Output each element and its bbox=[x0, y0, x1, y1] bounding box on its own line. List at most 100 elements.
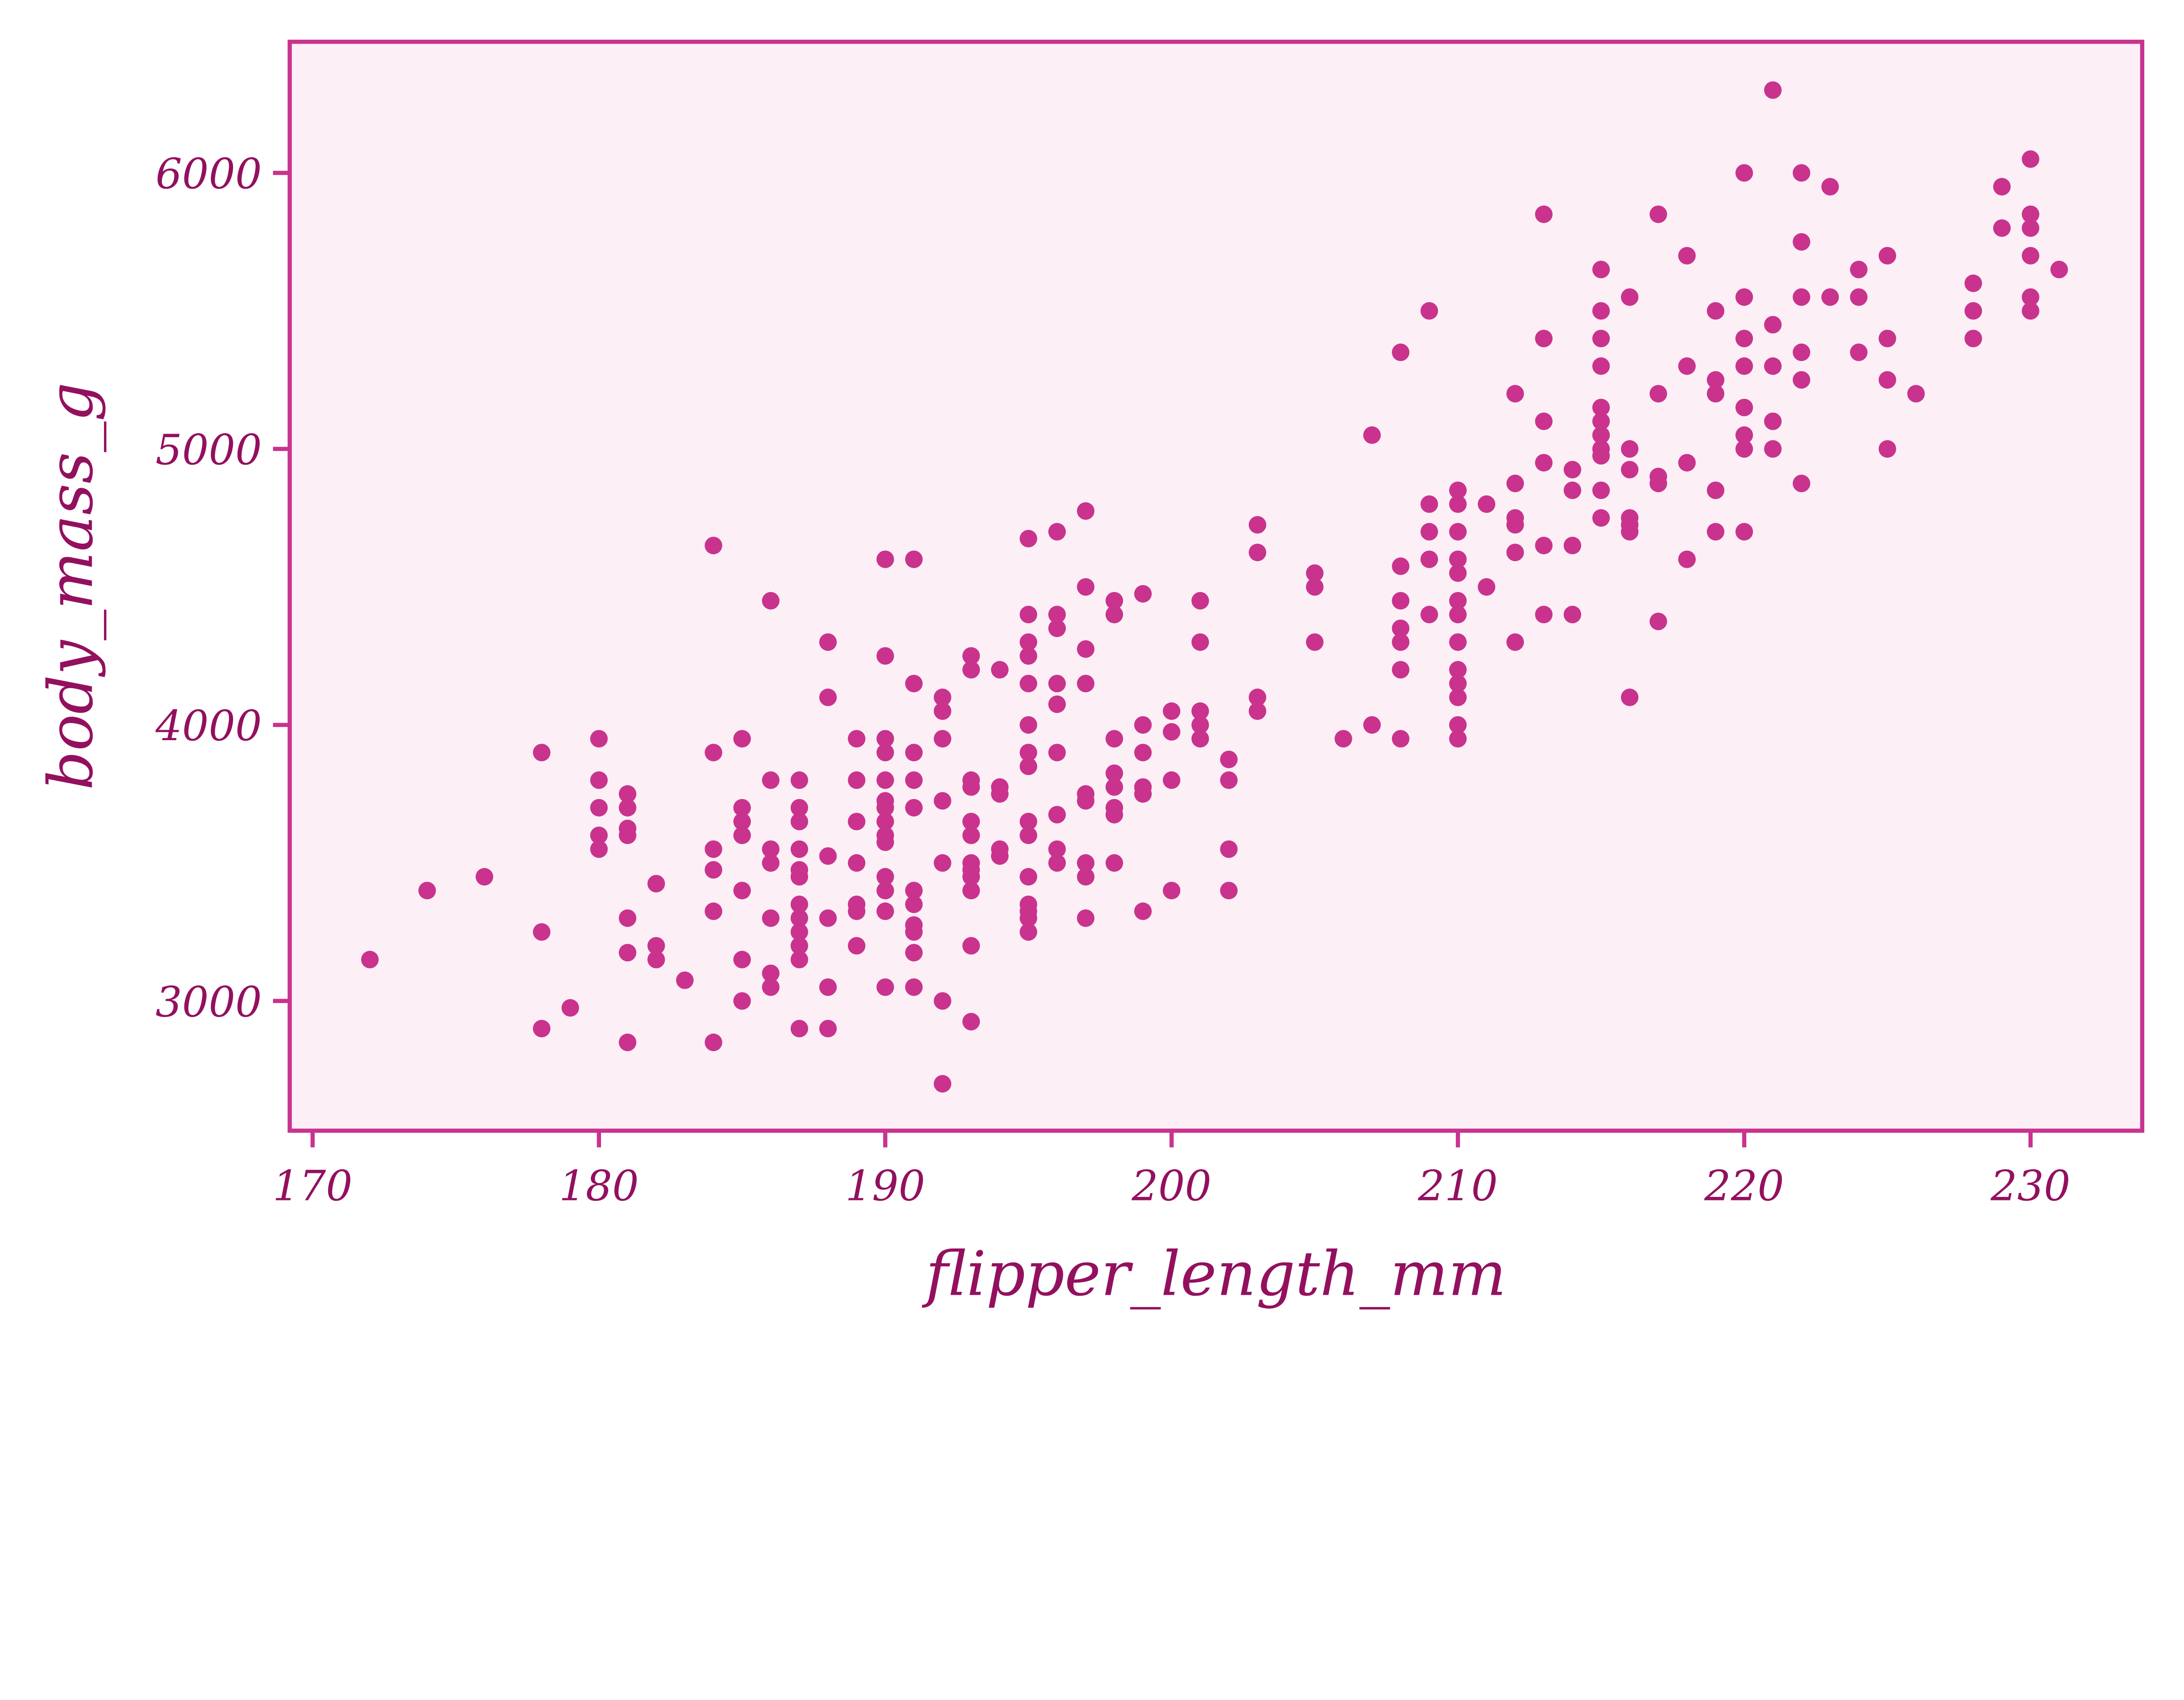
data-point bbox=[1106, 730, 1123, 748]
x-axis-label: flipper_length_mm bbox=[922, 1239, 1506, 1310]
data-point bbox=[762, 840, 780, 858]
data-point bbox=[1764, 440, 1782, 458]
data-point bbox=[1019, 826, 1037, 845]
data-point bbox=[1019, 813, 1037, 831]
data-point bbox=[1535, 537, 1553, 555]
y-axis-label: body_mass_g bbox=[35, 382, 107, 790]
data-point bbox=[1420, 550, 1438, 568]
data-point bbox=[1907, 385, 1925, 403]
data-point bbox=[705, 744, 722, 762]
data-point bbox=[533, 1020, 551, 1038]
data-point bbox=[1735, 523, 1753, 541]
data-point bbox=[790, 1020, 809, 1038]
data-point bbox=[1478, 495, 1496, 513]
data-point bbox=[1220, 771, 1238, 789]
data-point bbox=[1592, 330, 1610, 348]
data-point bbox=[1048, 606, 1066, 624]
data-point bbox=[1964, 302, 1982, 320]
data-point bbox=[819, 978, 837, 996]
data-point bbox=[1592, 399, 1610, 417]
data-point bbox=[1793, 164, 1811, 182]
data-point bbox=[1764, 412, 1782, 430]
data-point bbox=[1649, 385, 1667, 403]
data-point bbox=[1535, 606, 1553, 624]
data-point bbox=[1077, 792, 1095, 810]
data-point bbox=[1678, 357, 1696, 375]
data-point bbox=[1964, 330, 1982, 348]
data-point bbox=[1392, 619, 1410, 637]
data-point bbox=[1735, 288, 1753, 306]
data-point bbox=[1048, 695, 1066, 713]
data-point bbox=[1163, 882, 1181, 900]
y-axis: 3000 4000 5000 6000 bbox=[155, 149, 290, 1026]
data-point bbox=[962, 1013, 980, 1031]
data-point bbox=[1077, 578, 1095, 596]
data-point bbox=[1449, 564, 1467, 582]
data-point bbox=[1163, 771, 1181, 789]
data-point bbox=[1306, 633, 1324, 651]
data-point bbox=[705, 840, 722, 858]
data-point bbox=[619, 785, 636, 803]
data-point bbox=[1420, 495, 1438, 513]
data-point bbox=[1019, 716, 1037, 734]
data-point bbox=[1878, 440, 1897, 458]
data-point bbox=[962, 647, 980, 665]
data-point bbox=[1048, 840, 1066, 858]
scatter-chart: 170 180 190 200 210 220 230 3000 4000 5000 6000 f… bbox=[35, 39, 2145, 1310]
data-point bbox=[2022, 288, 2039, 306]
data-point bbox=[2022, 247, 2039, 265]
x-tick-label: 230 bbox=[1990, 1162, 2070, 1210]
data-point bbox=[1592, 261, 1610, 279]
data-point bbox=[905, 923, 923, 941]
data-point bbox=[1678, 247, 1696, 265]
data-point bbox=[962, 826, 980, 845]
data-point bbox=[905, 550, 923, 568]
x-tick-label: 200 bbox=[1131, 1162, 1212, 1210]
data-point bbox=[1993, 178, 2011, 196]
data-point bbox=[1678, 454, 1696, 472]
data-point bbox=[1449, 675, 1467, 693]
data-point bbox=[1248, 702, 1266, 720]
data-point bbox=[1764, 316, 1782, 334]
data-point bbox=[933, 992, 951, 1010]
data-point bbox=[1134, 585, 1152, 603]
data-point bbox=[790, 813, 809, 831]
data-point bbox=[991, 661, 1009, 679]
data-point bbox=[1392, 557, 1410, 575]
x-tick-label: 190 bbox=[845, 1162, 925, 1210]
data-point bbox=[1019, 647, 1037, 665]
data-point bbox=[1592, 509, 1610, 527]
data-point bbox=[905, 895, 923, 914]
data-point bbox=[762, 978, 780, 996]
data-point bbox=[1191, 702, 1209, 720]
data-point bbox=[1535, 330, 1553, 348]
data-point bbox=[790, 895, 809, 914]
data-point bbox=[1563, 481, 1581, 499]
data-point bbox=[1134, 744, 1152, 762]
data-point bbox=[1707, 481, 1724, 499]
data-point bbox=[933, 730, 951, 748]
data-point bbox=[1019, 868, 1037, 886]
data-point bbox=[1134, 716, 1152, 734]
data-point bbox=[1563, 606, 1581, 624]
data-point bbox=[819, 688, 837, 706]
data-point bbox=[619, 799, 636, 817]
data-point bbox=[1134, 785, 1152, 803]
data-point bbox=[1535, 454, 1553, 472]
data-point bbox=[1191, 730, 1209, 748]
data-point bbox=[619, 1033, 636, 1052]
data-point bbox=[1649, 612, 1667, 631]
data-point bbox=[1964, 274, 1982, 292]
data-point bbox=[1592, 447, 1610, 465]
data-point bbox=[1392, 730, 1410, 748]
data-point bbox=[876, 744, 894, 762]
data-point bbox=[1621, 461, 1639, 479]
y-tick-label: 3000 bbox=[156, 977, 262, 1026]
data-point bbox=[762, 771, 780, 789]
data-point bbox=[905, 675, 923, 693]
data-point bbox=[762, 592, 780, 610]
data-point bbox=[819, 847, 837, 865]
data-point bbox=[1048, 675, 1066, 693]
data-point bbox=[2022, 219, 2039, 237]
data-point bbox=[1191, 633, 1209, 651]
